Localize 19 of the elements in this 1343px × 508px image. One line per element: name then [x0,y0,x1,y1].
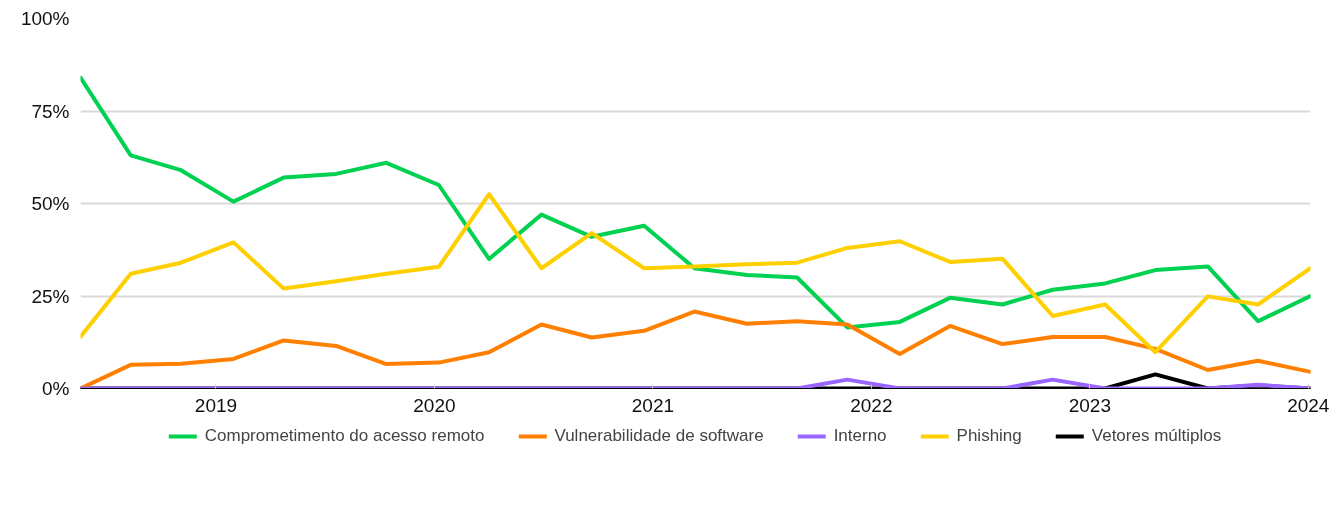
x-tick-label: 2019 [194,394,238,416]
y-tick-label: 50% [31,193,70,214]
legend-label: Interno [833,426,887,446]
x-tick-label: 2020 [413,394,456,416]
y-tick-label: 25% [31,285,70,307]
line-series [80,192,1311,355]
x-tick-label: 2022 [850,394,893,416]
x-tick-label: 2023 [1068,394,1111,416]
legend-label: Vulnerabilidade de software [554,426,764,446]
y-tick-label: 0% [42,378,70,399]
x-tick-label: 2024 [1287,394,1330,416]
legend-label: Vetores múltiplos [1091,426,1222,446]
y-tick-label: 75% [31,100,70,122]
y-tick-label: 100% [20,8,70,29]
legend-label: Comprometimento do acesso remoto [204,426,485,446]
x-tick-label: 2021 [631,394,675,416]
legend-label: Phishing [956,426,1022,446]
line-series [80,75,1311,330]
line-series [80,309,1311,389]
